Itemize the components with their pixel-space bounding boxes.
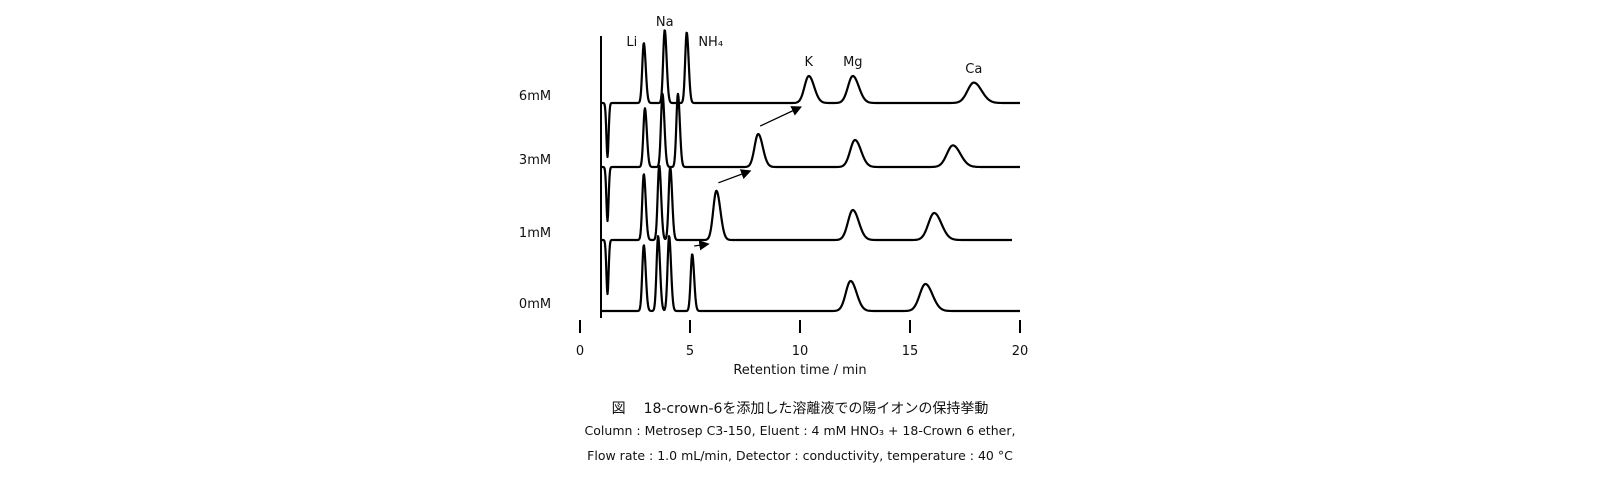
k-shift-arrow-0mM (694, 240, 710, 251)
peak-label-nh: NH₄ (698, 35, 723, 50)
trace-1mM (601, 164, 1013, 296)
k-shift-arrow-1mM (718, 169, 752, 184)
peak-label-k: K (805, 55, 814, 70)
conditions-line-2: Flow rate : 1.0 mL/min, Detector : condu… (587, 448, 1013, 463)
trace-3mM (601, 92, 1021, 223)
peak-label-ca: Ca (965, 62, 982, 77)
x-tick-label-0: 0 (576, 344, 584, 359)
conditions-line-1: Column : Metrosep C3-150, Eluent : 4 mM … (584, 423, 1016, 438)
peak-label-na: Na (656, 15, 674, 30)
trace-0mM (601, 235, 1021, 313)
x-tick-label-5: 5 (686, 344, 694, 359)
series-label-6mM: 6mM (519, 89, 551, 104)
trace-6mM (601, 29, 1021, 159)
x-tick-label-20: 20 (1012, 344, 1029, 359)
series-label-3mM: 3mM (519, 153, 551, 168)
x-tick-label-15: 15 (902, 344, 919, 359)
figure-caption-title: 図 18-crown-6を添加した溶離液での陽イオンの保持挙動 (0, 398, 1600, 418)
chromatogram-chart: 6mM 3mM 1mM 0mM Li Na NH₄ K Mg Ca 0 5 10 15 20 Retentio… (519, 15, 1029, 378)
series-label-1mM: 1mM (519, 226, 551, 241)
figure-caption-text: 18-crown-6を添加した溶離液での陽イオンの保持挙動 (643, 401, 989, 417)
peak-label-mg: Mg (843, 55, 862, 70)
x-tick-label-10: 10 (792, 344, 809, 359)
peak-label-li: Li (626, 35, 637, 50)
figure-caption-mark: 図 (611, 401, 626, 417)
x-axis-label: Retention time / min (733, 363, 866, 378)
k-shift-arrow-3mM (759, 106, 802, 127)
series-label-0mM: 0mM (519, 297, 551, 312)
